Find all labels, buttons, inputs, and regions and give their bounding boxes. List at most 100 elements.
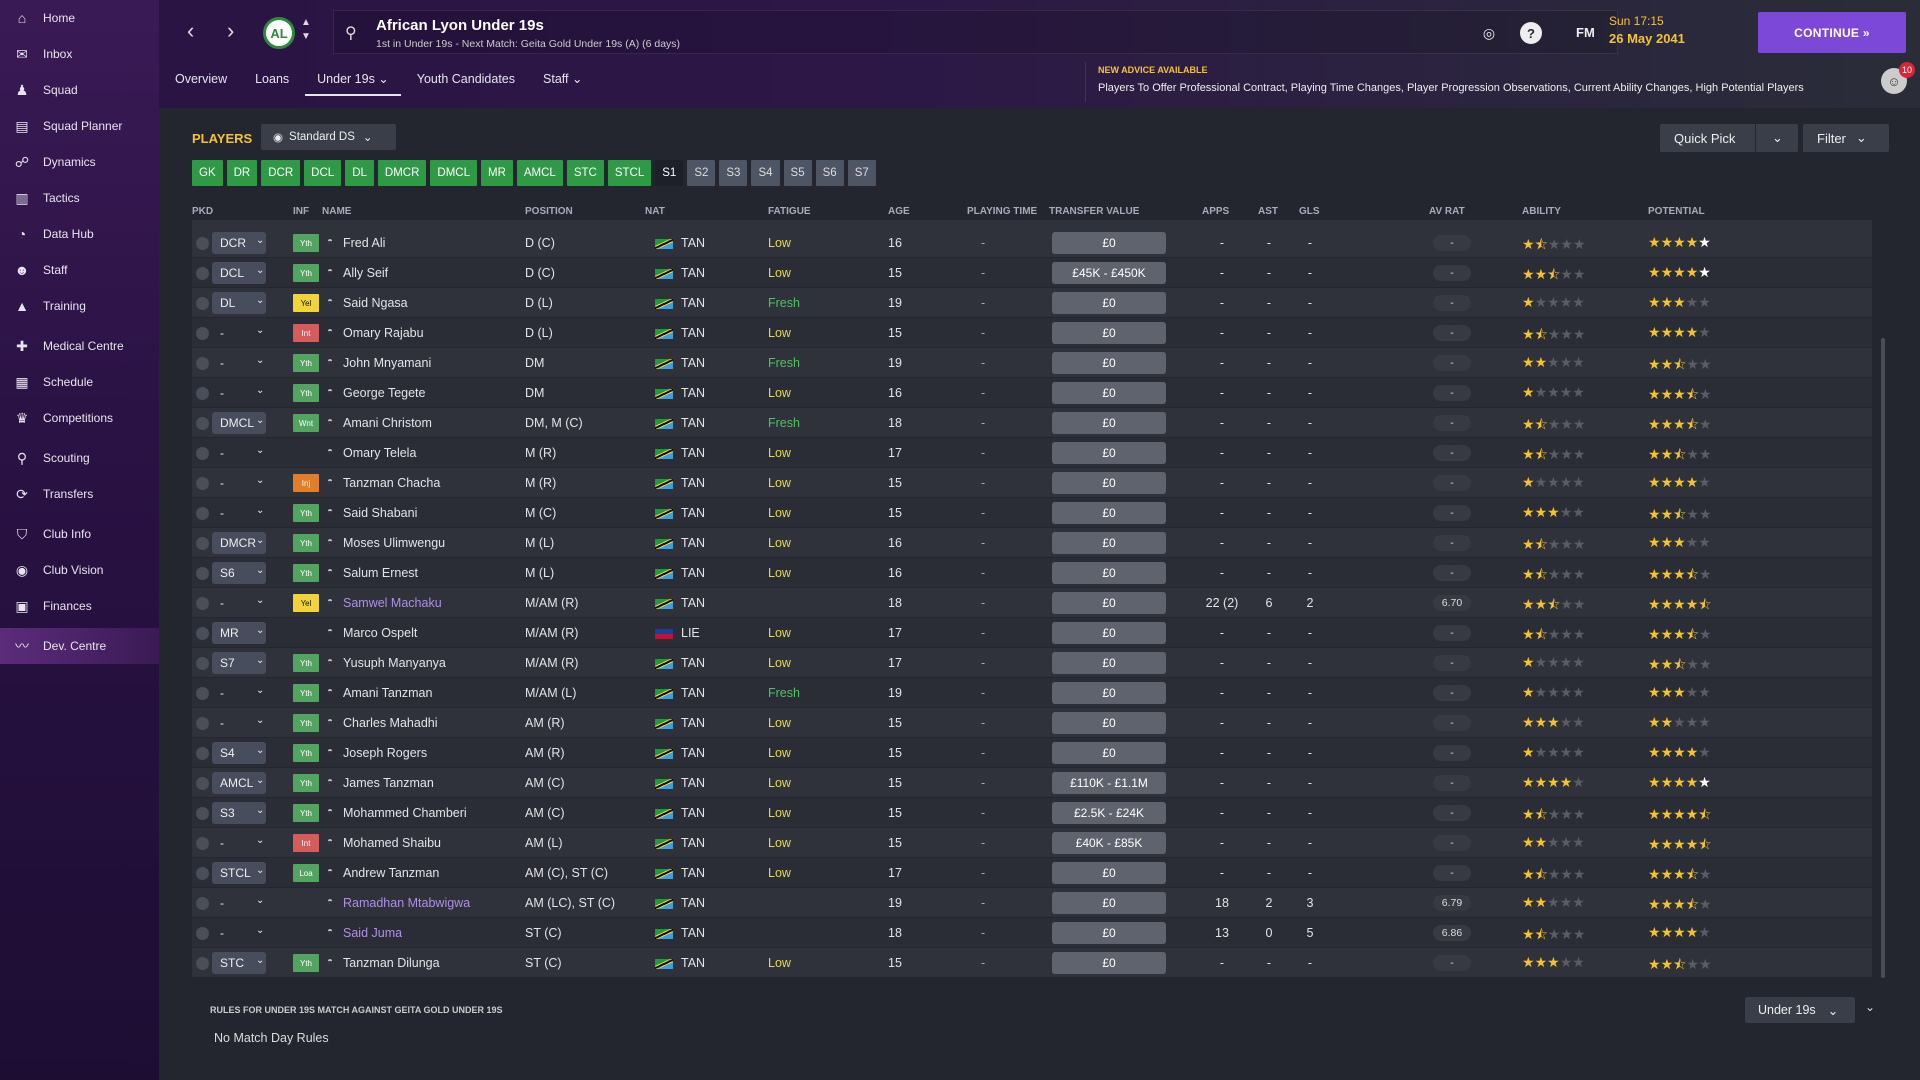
- table-row[interactable]: MR ⌄ ◓ Marco Ospelt M/AM (R) LIE Low 17 - £0 - - - - ★…: [192, 618, 1872, 648]
- column-header-transfer-value[interactable]: TRANSFER VALUE: [1049, 206, 1140, 217]
- role-dropdown[interactable]: - ⌄: [212, 892, 266, 914]
- player-name[interactable]: Moses Ulimwengu: [343, 536, 446, 550]
- role-dropdown[interactable]: DL ⌄: [212, 292, 266, 314]
- select-checkbox[interactable]: [196, 867, 209, 880]
- player-name[interactable]: Tanzman Dilunga: [343, 956, 440, 970]
- column-header-name[interactable]: NAME: [322, 206, 352, 217]
- role-dropdown[interactable]: S6 ⌄: [212, 562, 266, 584]
- sidebar-item-dev-centre[interactable]: 〰 Dev. Centre: [0, 628, 159, 664]
- table-row[interactable]: S3 ⌄ Yth ◓ Mohammed Chamberi AM (C) TAN Low 15 - £…: [192, 798, 1872, 828]
- player-name[interactable]: George Tegete: [343, 386, 426, 400]
- table-row[interactable]: S4 ⌄ Yth ◓ Joseph Rogers AM (R) TAN Low 15 - £0 - - -…: [192, 738, 1872, 768]
- filter-button[interactable]: Filter ⌄: [1803, 124, 1889, 152]
- table-row[interactable]: - ⌄ ◓ Ramadhan Mtabwigwa AM (LC), ST (C) TAN 1…: [192, 888, 1872, 918]
- position-tab-dcr[interactable]: DCR: [261, 160, 301, 186]
- sidebar-item-transfers[interactable]: ⟳ Transfers: [0, 476, 159, 512]
- role-dropdown[interactable]: AMCL ⌄: [212, 772, 266, 794]
- select-checkbox[interactable]: [196, 747, 209, 760]
- select-checkbox[interactable]: [196, 327, 209, 340]
- sidebar-item-medical-centre[interactable]: ✚ Medical Centre: [0, 328, 159, 364]
- select-checkbox[interactable]: [196, 297, 209, 310]
- column-header-nat[interactable]: NAT: [645, 206, 665, 217]
- sidebar-item-training[interactable]: ▲ Training: [0, 288, 159, 324]
- player-name[interactable]: Mohamed Shaibu: [343, 836, 441, 850]
- tab-overview[interactable]: Overview: [175, 72, 228, 86]
- select-checkbox[interactable]: [196, 717, 209, 730]
- player-name[interactable]: Said Shabani: [343, 506, 418, 520]
- role-dropdown[interactable]: - ⌄: [212, 382, 266, 404]
- column-header-ast[interactable]: AST: [1258, 206, 1278, 217]
- position-tab-dr[interactable]: DR: [226, 160, 258, 186]
- sidebar-item-home[interactable]: ⌂ Home: [0, 0, 159, 36]
- role-dropdown[interactable]: S4 ⌄: [212, 742, 266, 764]
- table-scrollbar[interactable]: [1881, 338, 1885, 978]
- table-row[interactable]: - ⌄ Yth ◓ Said Shabani M (C) TAN Low 15- £0- - - - ★★…: [192, 498, 1872, 528]
- table-row[interactable]: STC ⌄ Yth ◓ Tanzman Dilunga ST (C) TAN Low 15 - £0…: [192, 948, 1872, 978]
- sidebar-item-staff[interactable]: ☻ Staff: [0, 252, 159, 288]
- sidebar-item-competitions[interactable]: ♛ Competitions: [0, 400, 159, 436]
- table-row[interactable]: S6 ⌄ Yth ◓ Salum Ernest M (L) TAN Low 16 - £0 - - - - ★…: [192, 558, 1872, 588]
- chevron-down-icon[interactable]: ⌄: [1772, 130, 1783, 145]
- player-name[interactable]: Marco Ospelt: [343, 626, 418, 640]
- position-tab-dmcl[interactable]: DMCL: [430, 160, 477, 186]
- world-icon[interactable]: ◎: [1482, 24, 1496, 41]
- table-row[interactable]: - ⌄ Yth ◓ Amani Tanzman M/AM (L) TAN Fresh 19- £0…: [192, 678, 1872, 708]
- sidebar-item-squad-planner[interactable]: ▤ Squad Planner: [0, 108, 159, 144]
- sidebar-item-squad[interactable]: ♟ Squad: [0, 72, 159, 108]
- player-name[interactable]: Amani Christom: [343, 416, 432, 430]
- expand-chevron-icon[interactable]: ⌄: [1865, 1000, 1876, 1014]
- role-dropdown[interactable]: - ⌄: [212, 922, 266, 944]
- select-checkbox[interactable]: [196, 417, 209, 430]
- table-row[interactable]: - ⌄ Int ◓ Omary Rajabu D (L) TAN Low 15- £0- - - - ★⯪…: [192, 318, 1872, 348]
- column-header-av-rat[interactable]: AV RAT: [1429, 206, 1465, 217]
- table-row[interactable]: - ⌄ Inj ◓ Tanzman Chacha M (R) TAN Low 15- £0- - - -…: [192, 468, 1872, 498]
- sidebar-item-tactics[interactable]: ▥ Tactics: [0, 180, 159, 216]
- player-name[interactable]: Yusuph Manyanya: [343, 656, 446, 670]
- position-tab-stcl[interactable]: STCL: [607, 160, 652, 186]
- team-select[interactable]: Under 19s ⌄: [1745, 997, 1855, 1023]
- sidebar-item-inbox[interactable]: ✉ Inbox: [0, 36, 159, 72]
- column-header-position[interactable]: POSITION: [525, 206, 573, 217]
- column-header-inf[interactable]: INF: [293, 206, 310, 217]
- position-tab-dcl[interactable]: DCL: [304, 160, 342, 186]
- select-checkbox[interactable]: [196, 507, 209, 520]
- table-row[interactable]: - ⌄ Yth ◓ John Mnyamani DM TAN Fresh 19- £0- - - - ★★…: [192, 348, 1872, 378]
- player-name[interactable]: Samwel Machaku: [343, 596, 442, 610]
- role-dropdown[interactable]: - ⌄: [212, 322, 266, 344]
- position-tab-s1[interactable]: S1: [655, 160, 684, 186]
- select-checkbox[interactable]: [196, 597, 209, 610]
- position-tab-gk[interactable]: GK: [192, 160, 223, 186]
- position-tab-dmcr[interactable]: DMCR: [377, 160, 427, 186]
- game-date[interactable]: Sun 17:15 26 May 2041: [1609, 14, 1705, 54]
- player-name[interactable]: Omary Telela: [343, 446, 417, 460]
- select-checkbox[interactable]: [196, 537, 209, 550]
- position-tab-s7[interactable]: S7: [847, 160, 876, 186]
- table-row[interactable]: DMCL ⌄ Wnt ◓ Amani Christom DM, M (C) TAN Fresh…: [192, 408, 1872, 438]
- table-row[interactable]: DMCR ⌄ Yth ◓ Moses Ulimwengu M (L) TAN Low 16 - £0…: [192, 528, 1872, 558]
- sidebar-item-scouting[interactable]: ⚲ Scouting: [0, 440, 159, 476]
- sidebar-item-dynamics[interactable]: ☍ Dynamics: [0, 144, 159, 180]
- player-name[interactable]: Said Ngasa: [343, 296, 408, 310]
- back-arrow-icon[interactable]: ‹: [187, 18, 195, 43]
- tab-under-19s[interactable]: Under 19s ⌄: [305, 62, 401, 96]
- select-checkbox[interactable]: [196, 807, 209, 820]
- player-name[interactable]: Salum Ernest: [343, 566, 419, 580]
- player-name[interactable]: John Mnyamani: [343, 356, 432, 370]
- select-checkbox[interactable]: [196, 387, 209, 400]
- select-checkbox[interactable]: [196, 687, 209, 700]
- role-dropdown[interactable]: DCR ⌄: [212, 232, 266, 254]
- forward-arrow-icon[interactable]: ›: [227, 18, 235, 43]
- column-header-pkd[interactable]: PKD: [192, 206, 214, 217]
- player-name[interactable]: Fred Ali: [343, 236, 386, 250]
- table-row[interactable]: - ⌄ Int ◓ Mohamed Shaibu AM (L) TAN Low 15- £40K …: [192, 828, 1872, 858]
- player-name[interactable]: Charles Mahadhi: [343, 716, 438, 730]
- table-row[interactable]: S7 ⌄ Yth ◓ Yusuph Manyanya M/AM (R) TAN Low 17 - £…: [192, 648, 1872, 678]
- column-header-apps[interactable]: APPS: [1202, 206, 1230, 217]
- position-tab-s3[interactable]: S3: [719, 160, 748, 186]
- tab-staff[interactable]: Staff ⌄: [543, 72, 583, 86]
- position-tab-mr[interactable]: MR: [480, 160, 513, 186]
- player-name[interactable]: Tanzman Chacha: [343, 476, 441, 490]
- player-name[interactable]: Mohammed Chamberi: [343, 806, 467, 820]
- select-checkbox[interactable]: [196, 267, 209, 280]
- role-dropdown[interactable]: - ⌄: [212, 592, 266, 614]
